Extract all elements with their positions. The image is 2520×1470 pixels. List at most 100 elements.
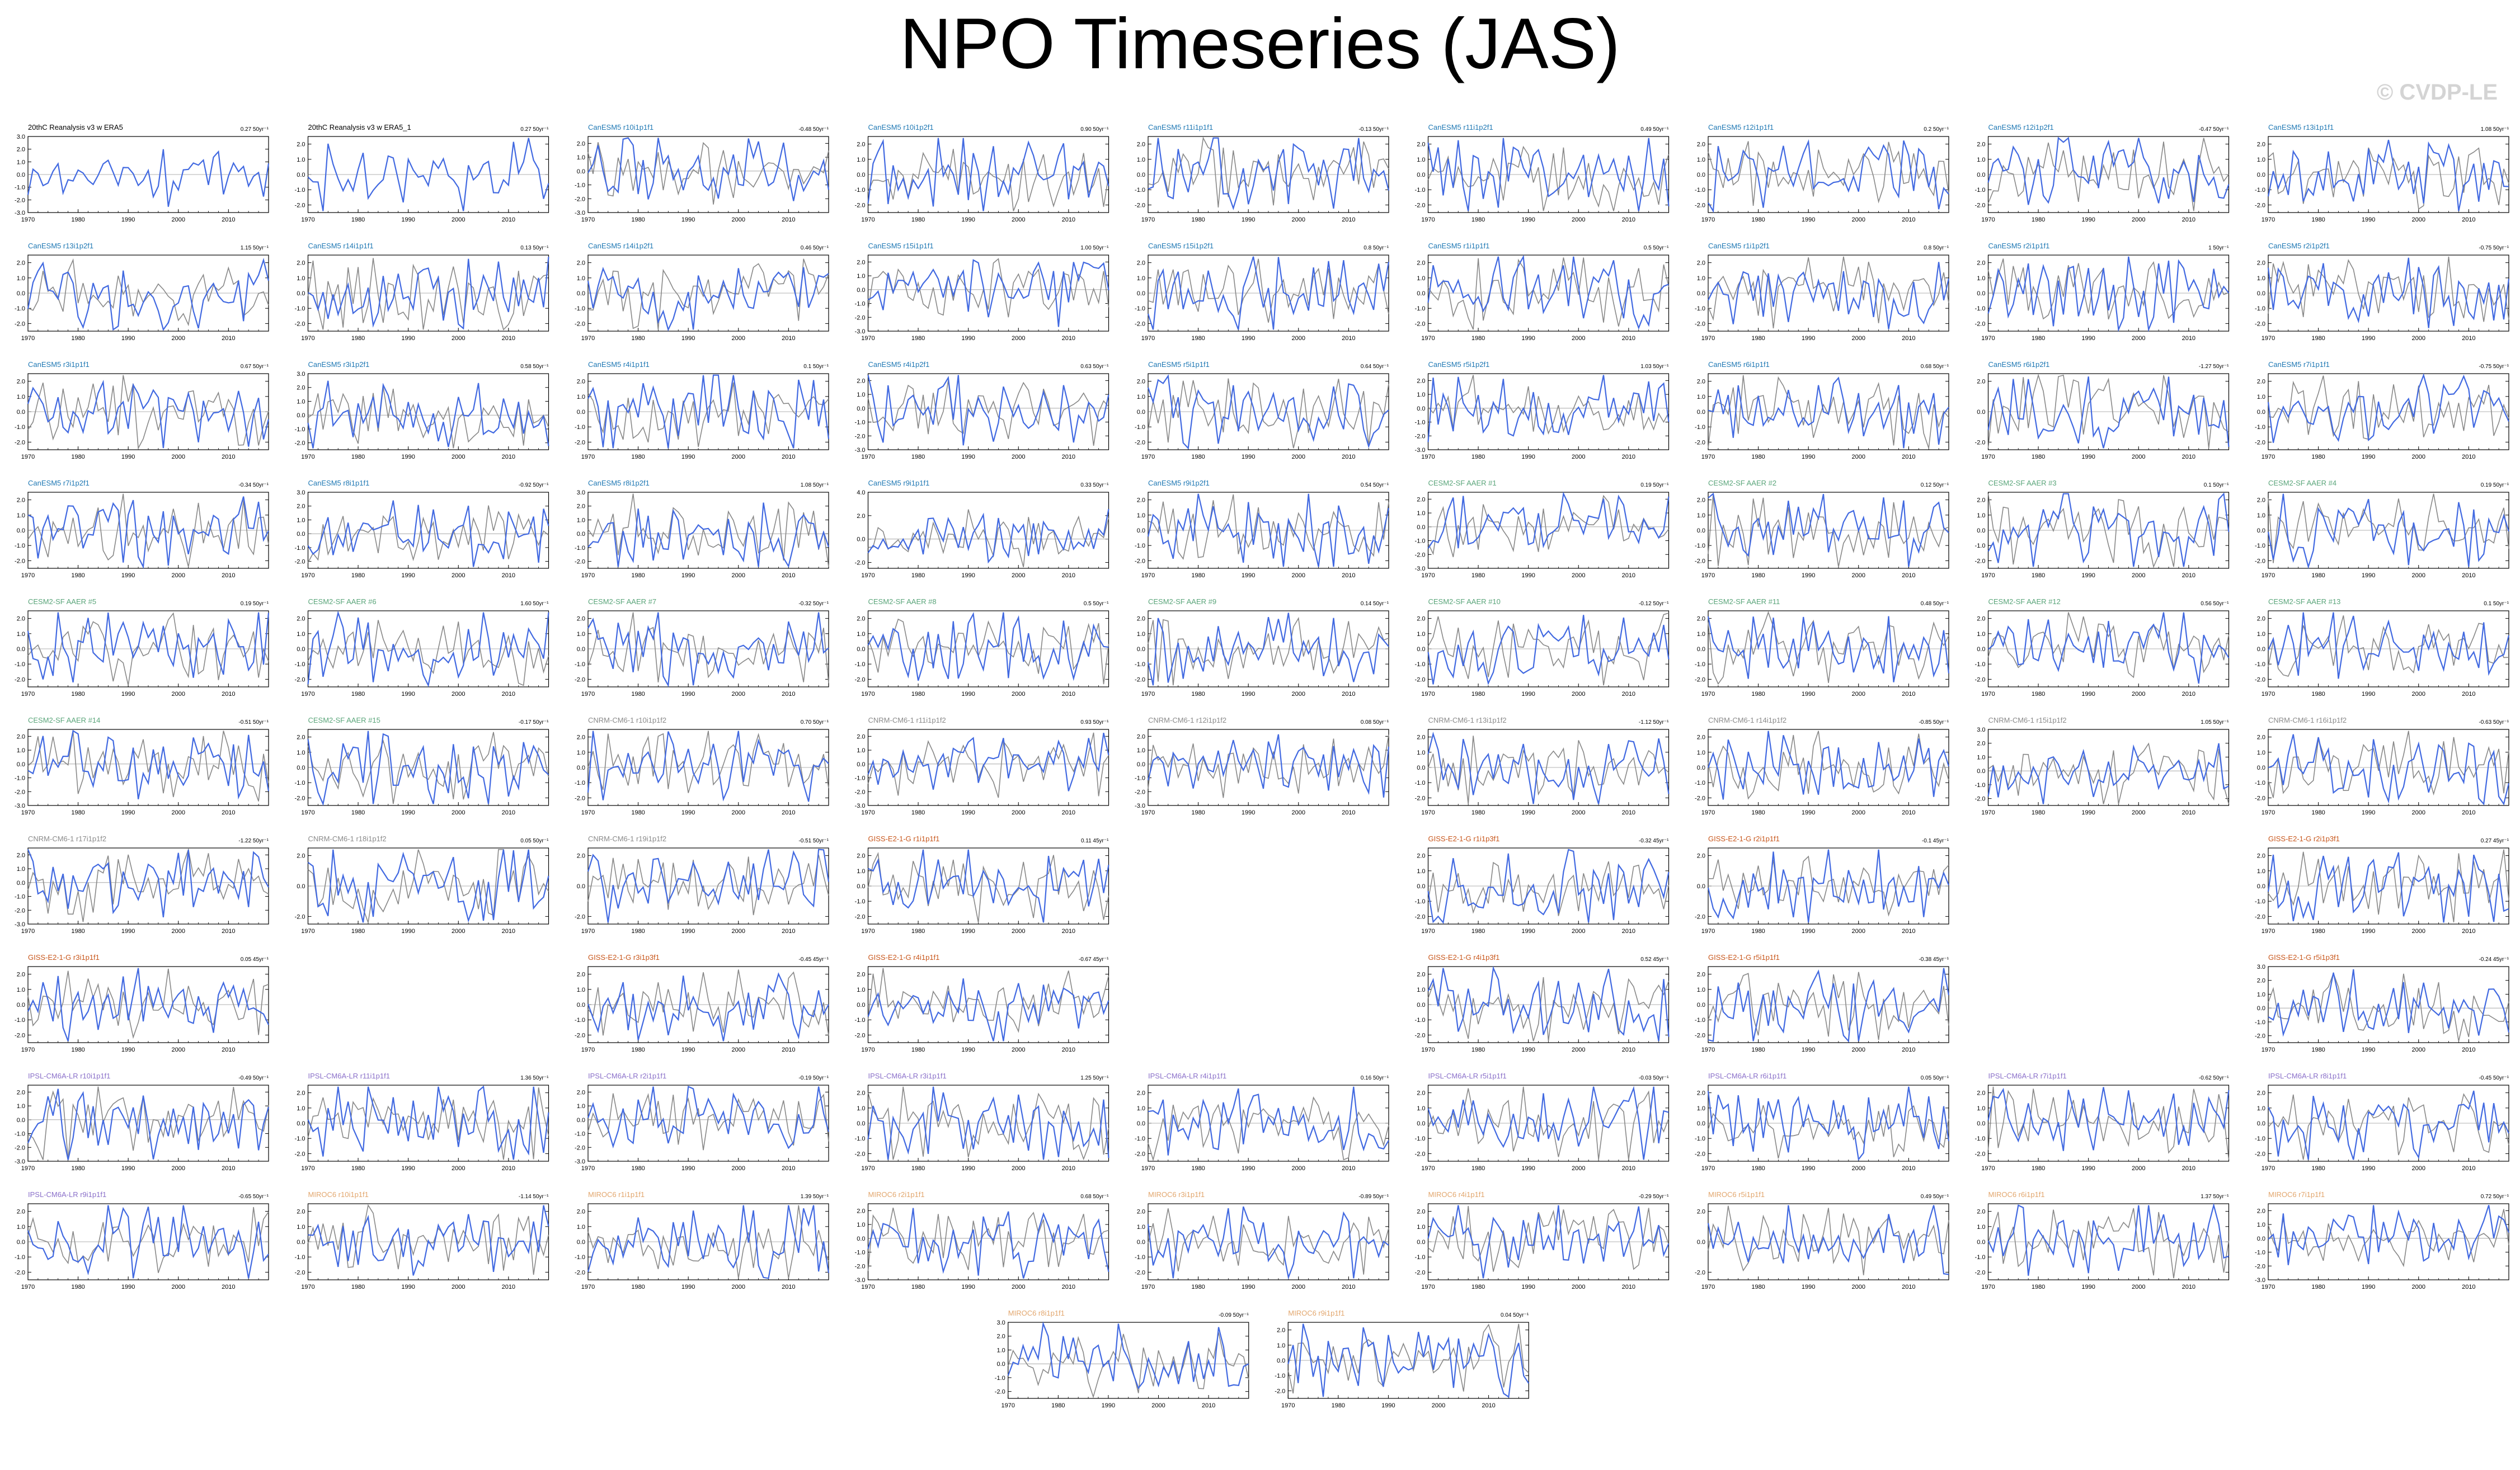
x-tick-label: 1970 <box>581 928 595 935</box>
trend-label: -0.48 50yr⁻¹ <box>798 126 829 133</box>
x-tick-label: 1990 <box>2081 216 2095 223</box>
x-tick-label: 1990 <box>2362 1165 2375 1172</box>
panel-title: IPSL-CM6A-LR r9i1p1f1 <box>28 1190 106 1199</box>
x-tick-label: 1990 <box>121 1284 135 1290</box>
obs-series-line <box>867 618 1109 685</box>
trend-label: 1.39 50yr⁻¹ <box>801 1194 829 1200</box>
x-tick-label: 1990 <box>1381 1402 1395 1409</box>
panel: CNRM-CM6-1 r10i1p1f2 0.70 50yr⁻¹ 2.0 1.0 0.0… <box>575 716 829 816</box>
y-tick-label: 0.0 <box>1137 172 1145 178</box>
y-tick-label: 2.0 <box>1697 1209 1705 1215</box>
y-tick-label: 1.0 <box>17 631 25 638</box>
panel-title: CESM2-SF AAER #12 <box>1988 597 2061 606</box>
x-tick-label: 2000 <box>2132 691 2145 698</box>
model-series-line <box>1427 615 1670 685</box>
trend-label: -1.12 50yr⁻¹ <box>1639 719 1669 725</box>
y-tick-label: 2.0 <box>1137 1090 1145 1097</box>
x-tick-label: 1990 <box>961 335 975 342</box>
model-series-line <box>2267 139 2509 211</box>
model-series-line <box>1708 968 1950 1043</box>
x-tick-label: 2000 <box>1852 691 1865 698</box>
x-tick-label: 2000 <box>1012 1284 1025 1290</box>
x-tick-label: 1980 <box>1751 809 1765 816</box>
x-tick-label: 1970 <box>1421 928 1435 935</box>
panel: CanESM5 r1i1p2f1 0.8 50yr⁻¹ 2.0 1.0 0.0 -1.0 -… <box>1695 242 1950 342</box>
y-tick-label: -1.0 <box>1695 1136 1705 1142</box>
model-series-line <box>1427 849 1670 924</box>
x-tick-label: 2010 <box>1342 691 1355 698</box>
x-tick-label: 2000 <box>2132 572 2145 579</box>
x-tick-label: 1970 <box>581 335 595 342</box>
y-tick-label: 1.0 <box>1417 1224 1425 1231</box>
obs-series-line <box>27 731 269 802</box>
x-tick-label: 1970 <box>1981 1165 1995 1172</box>
panel-title: CESM2-SF AAER #11 <box>1708 597 1780 606</box>
panel-title: CanESM5 r10i1p1f1 <box>588 123 653 131</box>
trend-label: -0.51 50yr⁻¹ <box>238 719 269 725</box>
y-tick-label: -1.0 <box>855 775 866 782</box>
obs-series-line <box>1148 378 1389 449</box>
panel: 20thC Reanalysis v3 w ERA5 0.27 50yr⁻¹ 3.0… <box>15 123 270 223</box>
y-tick-label: 0.0 <box>17 290 25 297</box>
y-tick-label: -2.0 <box>575 1032 585 1039</box>
x-tick-label: 2010 <box>2182 1284 2195 1290</box>
y-tick-label: 2.0 <box>1417 496 1425 503</box>
panel: CanESM5 r13i1p1f1 1.08 50yr⁻¹ 2.0 1.0 0.0 -1.… <box>2255 123 2509 223</box>
y-tick-label: 2.0 <box>1977 379 1985 385</box>
y-tick-label: 0.0 <box>1697 290 1705 297</box>
model-series-line <box>2267 373 2509 443</box>
y-tick-label: -2.0 <box>855 676 866 683</box>
y-tick-label: -1.0 <box>2255 543 2265 549</box>
x-tick-label: 1990 <box>1242 1165 1255 1172</box>
obs-series-line <box>1427 613 1669 686</box>
trend-label: -0.65 50yr⁻¹ <box>238 1194 269 1200</box>
x-tick-label: 1980 <box>911 809 925 816</box>
trend-label: 0.19 50yr⁻¹ <box>241 601 269 607</box>
y-tick-label: 1.0 <box>17 866 25 873</box>
x-tick-label: 2010 <box>1342 335 1355 342</box>
y-tick-label: -3.0 <box>1415 566 1426 572</box>
panel-title: CESM2-SF AAER #13 <box>2268 597 2340 606</box>
x-tick-label: 1980 <box>351 454 365 460</box>
y-tick-label: -1.0 <box>1135 187 1145 194</box>
panel-title: IPSL-CM6A-LR r2i1p1f1 <box>588 1072 666 1080</box>
panel-title: CanESM5 r9i1p1f1 <box>868 479 930 487</box>
x-tick-label: 1970 <box>301 809 314 816</box>
panel: CNRM-CM6-1 r19i1p1f2 -0.51 50yr⁻¹ 2.0 0.0 -2… <box>575 835 830 935</box>
x-tick-label: 1990 <box>2081 1284 2095 1290</box>
panel: CanESM5 r3i1p1f1 0.67 50yr⁻¹ 2.0 1.0 0.0 -1.0… <box>15 360 270 460</box>
panel: CanESM5 r8i1p1f1 -0.92 50yr⁻¹ 3.0 2.0 1.0 0.0… <box>295 479 549 579</box>
panel: CNRM-CM6-1 r11i1p1f2 0.93 50yr⁻¹ 2.0 1.0 0.0… <box>855 716 1109 816</box>
trend-label: 0.46 50yr⁻¹ <box>801 245 829 251</box>
x-tick-label: 1970 <box>2262 809 2275 816</box>
panel: CanESM5 r14i1p1f1 0.13 50yr⁻¹ 2.0 1.0 0.0 -1.… <box>295 242 549 342</box>
x-tick-label: 1970 <box>1701 928 1715 935</box>
model-series-line <box>1007 1321 1249 1389</box>
y-tick-label: -1.0 <box>855 187 866 194</box>
x-tick-label: 2010 <box>222 928 235 935</box>
y-tick-label: 1.0 <box>857 273 865 280</box>
y-tick-label: 0.0 <box>1417 406 1425 412</box>
y-tick-label: -1.0 <box>1975 661 1986 668</box>
y-tick-label: 0.0 <box>1977 1120 1985 1127</box>
y-tick-label: 0.0 <box>1137 646 1145 653</box>
trend-label: 0.8 50yr⁻¹ <box>1924 245 1949 251</box>
y-tick-label: -2.0 <box>2255 439 2265 446</box>
x-tick-label: 1970 <box>1421 1165 1435 1172</box>
y-tick-label: -1.0 <box>1415 661 1426 668</box>
obs-series-line <box>2268 615 2509 677</box>
y-tick-label: 2.0 <box>857 853 865 860</box>
x-tick-label: 1980 <box>1332 1402 1345 1409</box>
x-tick-label: 1970 <box>1701 1165 1715 1172</box>
obs-series-line <box>27 968 269 1039</box>
obs-series-line <box>867 852 1109 923</box>
trend-label: 0.1 50yr⁻¹ <box>2204 482 2229 488</box>
x-tick-label: 2000 <box>1572 216 1585 223</box>
y-tick-label: 0.0 <box>1417 883 1425 890</box>
x-tick-label: 2010 <box>782 1047 795 1053</box>
x-tick-label: 2010 <box>502 335 515 342</box>
trend-label: 0.11 45yr⁻¹ <box>1081 838 1109 844</box>
x-tick-label: 1980 <box>1751 691 1765 698</box>
y-tick-label: 0.0 <box>17 646 25 653</box>
model-series-line <box>27 1205 269 1279</box>
